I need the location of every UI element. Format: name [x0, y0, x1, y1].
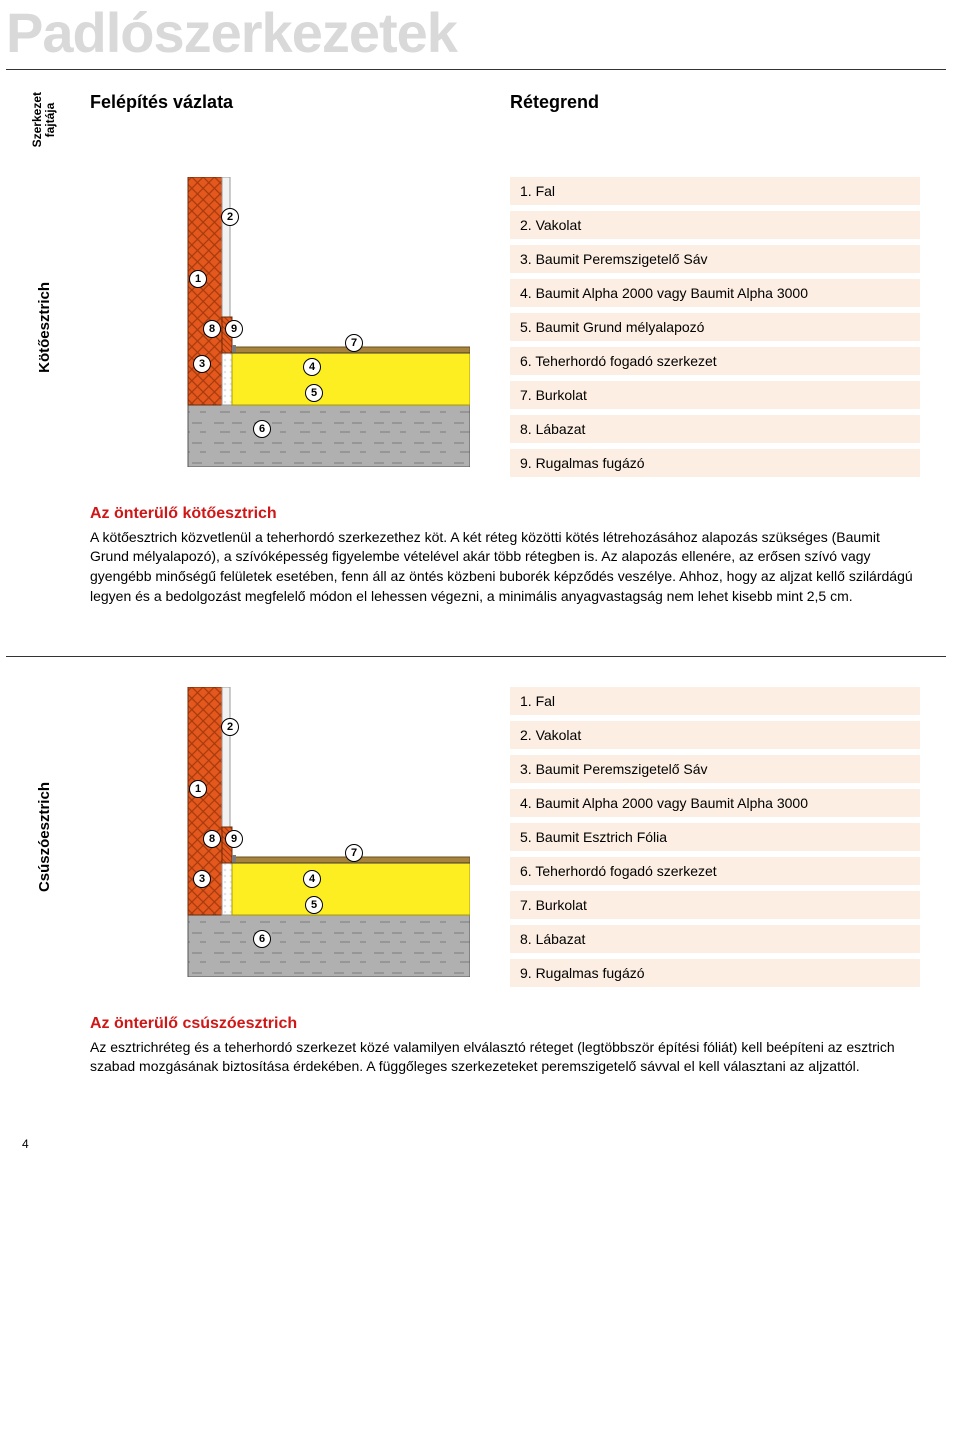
legend-item: 3. Baumit Peremszigetelő Sáv [510, 755, 920, 783]
header-right: Rétegrend [480, 92, 599, 113]
legend-item: 6. Teherhordó fogadó szerkezet [510, 347, 920, 375]
description-block: Az önterülő csúszóesztrich Az esztrichrét… [0, 987, 960, 1107]
section-row: Csúszóesztrich 123456789 1. Fal 2. Vakolat… [0, 687, 960, 987]
legend-item: 7. Burkolat [510, 891, 920, 919]
legend-item: 8. Lábazat [510, 415, 920, 443]
legend-item: 9. Rugalmas fugázó [510, 449, 920, 477]
description-title: Az önterülő kötőesztrich [90, 503, 920, 525]
diagram: 123456789 [90, 687, 470, 977]
legend-item: 2. Vakolat [510, 211, 920, 239]
legend-item: 2. Vakolat [510, 721, 920, 749]
side-label-header: Szerkezet fajtája [31, 92, 57, 147]
legend-item: 5. Baumit Grund mélyalapozó [510, 313, 920, 341]
legend: 1. Fal 2. Vakolat 3. Baumit Peremszigetelő… [480, 687, 960, 987]
description-body: A kötőesztrich közvetlenül a teherhordó … [90, 528, 920, 606]
description-title: Az önterülő csúszóesztrich [90, 1013, 920, 1035]
description-block: Az önterülő kötőesztrich A kötőesztrich k… [0, 477, 960, 636]
legend-item: 4. Baumit Alpha 2000 vagy Baumit Alpha 3… [510, 279, 920, 307]
legend-item: 4. Baumit Alpha 2000 vagy Baumit Alpha 3… [510, 789, 920, 817]
legend: 1. Fal 2. Vakolat 3. Baumit Peremszigetelő… [480, 177, 960, 477]
legend-item: 6. Teherhordó fogadó szerkezet [510, 857, 920, 885]
legend-item: 1. Fal [510, 687, 920, 715]
legend-item: 1. Fal [510, 177, 920, 205]
header-left: Felépítés vázlata [70, 92, 480, 113]
title-rule [6, 69, 946, 70]
legend-item: 5. Baumit Esztrich Fólia [510, 823, 920, 851]
section-row: Kötőesztrich 123456789 1. Fal 2. Vakolat 3.… [0, 177, 960, 477]
legend-item: 9. Rugalmas fugázó [510, 959, 920, 987]
section-rule [6, 656, 946, 657]
diagram: 123456789 [90, 177, 470, 467]
legend-item: 8. Lábazat [510, 925, 920, 953]
section-side-label: Csúszóesztrich [36, 782, 53, 892]
legend-item: 7. Burkolat [510, 381, 920, 409]
header-row: Szerkezet fajtája Felépítés vázlata Réte… [0, 92, 960, 147]
section-side-label: Kötőesztrich [36, 282, 53, 373]
legend-item: 3. Baumit Peremszigetelő Sáv [510, 245, 920, 273]
description-body: Az esztrichréteg és a teherhordó szerkez… [90, 1038, 920, 1077]
page-title: Padlószerkezetek [0, 0, 960, 69]
page-number: 4 [22, 1137, 29, 1151]
